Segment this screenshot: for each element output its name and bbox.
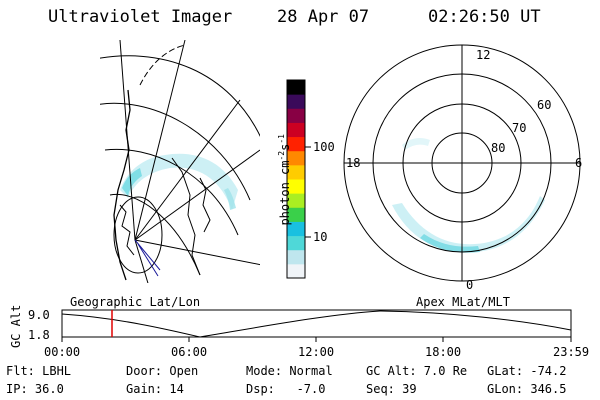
colorbar-band (287, 179, 305, 194)
mlat-label-60: 60 (537, 98, 552, 112)
time-tick-2359: 23:59 (553, 345, 590, 359)
map-aurora (120, 153, 238, 210)
mlat-label-70: 70 (512, 121, 527, 135)
time-tick-0600: 06:00 (171, 345, 208, 359)
status-dsp: Dsp: -7.0 (246, 382, 326, 396)
status-seq: Seq: 39 (366, 382, 417, 396)
status-filter: Flt: LBHL (6, 364, 72, 378)
colorbar-tick-100: 100 (313, 140, 335, 154)
apex-label: Apex MLat/MLT (416, 295, 510, 309)
mlt-label-0: 0 (466, 278, 474, 292)
polar-aurora (392, 137, 545, 253)
colorbar-band (287, 207, 305, 222)
colorbar-band (287, 136, 305, 152)
time-tick-0000: 00:00 (44, 345, 81, 359)
colorbar-band (287, 94, 305, 109)
status-gain: Gain: 14 (126, 382, 184, 396)
polar-plot (343, 44, 581, 282)
colorbar-band (287, 108, 305, 123)
colorbar-band (287, 249, 305, 265)
status-glat: GLat: -74.2 (487, 364, 567, 378)
geographic-label: Geographic Lat/Lon (70, 295, 201, 309)
mlat-label-80: 80 (491, 141, 506, 155)
gc-alt-axis-label: GC Alt (9, 304, 23, 348)
colorbar (286, 79, 311, 279)
status-ip: IP: 36.0 (6, 382, 64, 396)
status-mode: Mode: Normal (246, 364, 333, 378)
mlt-label-18: 18 (346, 156, 361, 170)
time-tick-1800: 18:00 (425, 345, 462, 359)
alt-tick-9: 9.0 (28, 308, 50, 322)
altitude-plot (61, 309, 572, 342)
time-tick-1200: 12:00 (298, 345, 335, 359)
colorbar-tick-10: 10 (313, 230, 328, 244)
alt-tick-1-8: 1.8 (28, 328, 50, 342)
status-gc-alt: GC Alt: 7.0 Re (366, 364, 468, 378)
colorbar-band (287, 80, 305, 95)
date-label: 28 Apr 07 (277, 7, 370, 27)
colorbar-band (287, 221, 305, 237)
colorbar-band (287, 263, 305, 279)
status-glon: GLon: 346.5 (487, 382, 567, 396)
time-label: 02:26:50 UT (428, 7, 541, 27)
colorbar-band (287, 164, 305, 180)
colorbar-unit-label: photon cm-2s-1 (277, 134, 292, 226)
colorbar-band (287, 235, 305, 251)
instrument-title: Ultraviolet Imager (48, 7, 233, 27)
status-door: Door: Open (126, 364, 199, 378)
colorbar-band (287, 150, 305, 166)
mlt-label-12: 12 (476, 48, 491, 62)
mlt-label-6: 6 (575, 156, 583, 170)
geographic-map (100, 40, 260, 283)
colorbar-band (287, 193, 305, 208)
colorbar-band (287, 122, 305, 138)
